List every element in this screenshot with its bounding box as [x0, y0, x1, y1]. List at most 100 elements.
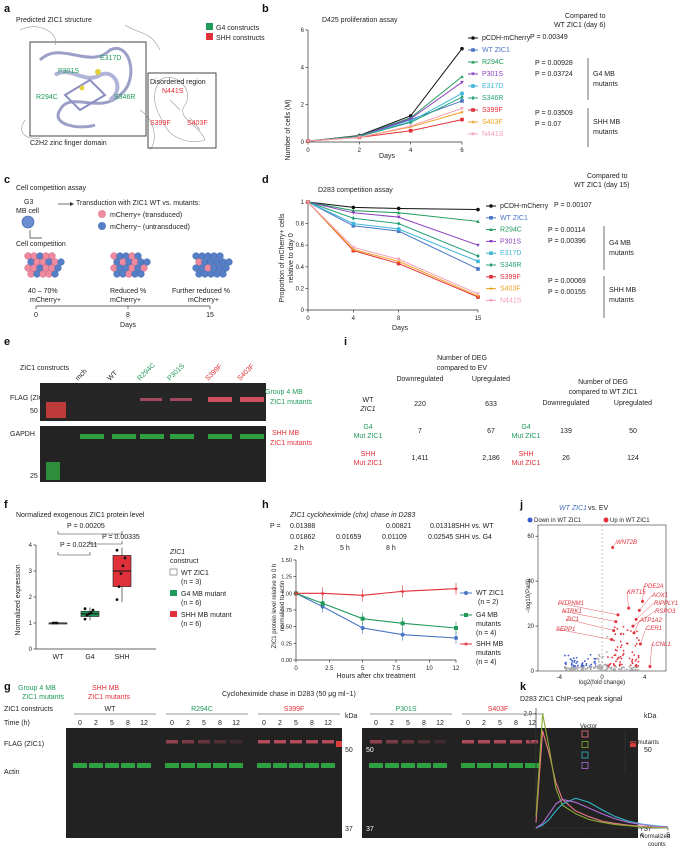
- volcano-point: [633, 654, 636, 656]
- series-line-N441S: [307, 107, 463, 142]
- cell-0-13: [36, 264, 44, 272]
- legend-label-R294C: R294C: [500, 227, 522, 234]
- volcano-point: [585, 662, 588, 665]
- y-tick-label: 0.2: [296, 286, 305, 292]
- chart-h-time-2h: 2 h: [294, 545, 304, 552]
- x-tick-label: 10: [426, 666, 433, 672]
- volcano-point: [619, 633, 622, 636]
- panel-label-e: e: [4, 336, 10, 348]
- pval-shh-vs-g4-2: 0.01109: [382, 534, 407, 541]
- panel-b: b D425 proliferation assay Compared to W…: [262, 3, 621, 161]
- flag-band-P301S-5: [402, 740, 414, 744]
- mutation-e317d: E317D: [100, 55, 121, 62]
- x-tick-label: 5: [666, 833, 670, 839]
- cell-1-12: [116, 264, 124, 272]
- blot-g-time-S399F-0: 0: [262, 720, 266, 727]
- blot-g-flag-label: FLAG (ZIC1): [4, 741, 44, 748]
- chart-b-group-shh: SHH MB: [593, 119, 621, 126]
- y-tick-label: 1.00: [281, 591, 292, 597]
- cell-0-20: [45, 270, 53, 278]
- transduction-arrow-head: [70, 202, 74, 206]
- cell-2-14: [210, 264, 218, 272]
- chip-legend-label-P301S: P301S: [592, 732, 610, 738]
- volcano-point: [622, 654, 624, 657]
- volcano-point: [598, 667, 601, 670]
- legend-marker-N441S: [489, 298, 493, 303]
- chart-b-group-g4-2: mutants: [593, 81, 618, 88]
- x-label-G4: G4: [85, 654, 94, 661]
- chip-legend-label-R294C: R294C: [592, 743, 611, 749]
- chart-d-pval-p301s: P = 0.00396: [548, 238, 586, 245]
- volcano-point: [604, 663, 607, 666]
- volcano-point: [609, 662, 612, 665]
- chip-legend: P301S R294C WT1 WT2: [581, 730, 611, 770]
- cell-0-17: [27, 270, 35, 278]
- blot-g-k37-right: 37: [644, 826, 652, 833]
- chart-b-plot: 0 2 4 6 0 2 4 6: [301, 28, 465, 154]
- y-tick-label: 0.6: [296, 243, 305, 249]
- volcano-point: [628, 657, 631, 660]
- actin-band-S399F-0: [257, 763, 271, 768]
- volcano-point: [580, 664, 583, 667]
- volcano-point: [576, 660, 579, 663]
- mutation-s346r: S346R: [114, 94, 135, 101]
- volcano-point: [574, 665, 577, 668]
- y-tick-label: 0.5: [524, 797, 533, 803]
- volcano-point: [614, 668, 617, 671]
- legend-label-pCDH-mCherry: pCDH-mCherry: [500, 203, 549, 210]
- blot-e-flag-membrane: [40, 383, 266, 421]
- point-S399F-3: [476, 295, 480, 299]
- pval-shh-vs-wt-2: 0.01318: [430, 523, 455, 530]
- pval-shh-vs-g4-0: 0.01862: [290, 534, 315, 541]
- deg-header-left: Number of DEG: [437, 355, 487, 362]
- actin-band-P301S-8: [417, 763, 431, 768]
- volcano-point: [614, 666, 616, 668]
- chip-group-g4: G4 mutants: [628, 740, 659, 746]
- chart-h-ylabel-2: normalized to actin: [280, 581, 286, 631]
- blot-g-g4-label-2: ZIC1 mutants: [22, 694, 65, 701]
- volcano-point: [593, 660, 596, 663]
- legend-marker-S346R: [471, 95, 475, 101]
- cell-2-8: [213, 258, 221, 266]
- point-G4-3: [89, 611, 93, 614]
- cell-0-2: [36, 252, 44, 260]
- actin-band-WT-8: [121, 763, 135, 768]
- volcano-point: [622, 649, 625, 652]
- blot-e-flag-label: FLAG (ZIC1): [10, 395, 50, 402]
- deg-right-shh-label-2: Mut ZIC1: [512, 460, 541, 467]
- point-S399F-1: [351, 248, 356, 253]
- volcano-point: [631, 651, 634, 654]
- volcano-point: [576, 669, 579, 672]
- cell-1-11: [110, 264, 118, 272]
- panel-f: f Normalized exogenous ZIC1 protein leve…: [4, 499, 232, 661]
- gene-label-ZIC1: ZIC1: [565, 617, 579, 623]
- legend-marker-1: [464, 613, 468, 617]
- cell-0-4: [48, 252, 56, 260]
- point-G4 MB mutants-1: [320, 601, 325, 606]
- g4-legend-label: G4 constructs: [216, 25, 260, 32]
- flag-band-g4: [140, 398, 162, 401]
- volcano-point: [582, 666, 585, 669]
- cell-clusters: [24, 252, 233, 278]
- x-tick-label: 15: [475, 316, 482, 322]
- state-0-b: mCherry+: [30, 297, 61, 304]
- blot-g-group-WT: WT: [105, 706, 117, 713]
- volcano-point: [615, 666, 618, 668]
- chart-d-group-shh-2: mutants: [609, 297, 634, 304]
- panel-label-g: g: [4, 681, 11, 693]
- blot-g-time-S399F-12: 12: [324, 720, 332, 727]
- volcano-point: [616, 658, 619, 661]
- cell-1-10: [143, 258, 151, 266]
- panel-i: i Number of DEG compared to EV Number of…: [344, 336, 652, 467]
- point-E317D-3: [476, 259, 480, 264]
- legend-label-WT ZIC1: WT ZIC1: [482, 47, 510, 54]
- blot-g-shh-label-2: ZIC1 mutants: [88, 694, 131, 701]
- point-N441S-2: [396, 257, 401, 262]
- volcano-point: [605, 651, 608, 653]
- deg-row-g4-label-2: Mut ZIC1: [354, 433, 383, 440]
- flag-band-R294C-2: [182, 740, 194, 744]
- y-tick-label: 40: [527, 579, 534, 585]
- chart-h-time-5h: 5 h: [340, 545, 350, 552]
- cell-1-19: [125, 270, 133, 278]
- volcano-point: [564, 666, 567, 669]
